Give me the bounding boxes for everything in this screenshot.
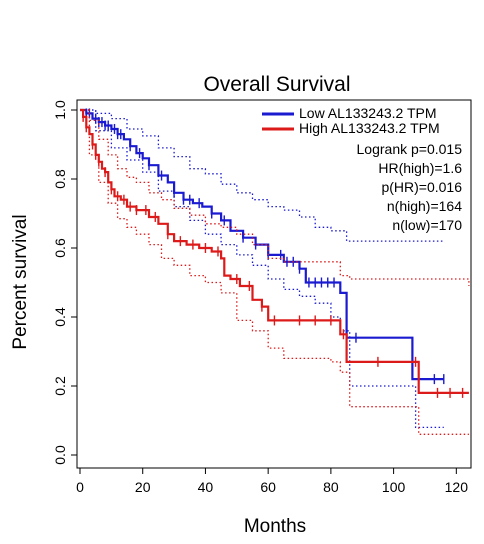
x-tick-label: 40 xyxy=(198,479,214,495)
series-1 xyxy=(80,108,470,435)
plot-frame xyxy=(76,99,472,469)
stats-line: n(high)=164 xyxy=(387,198,462,214)
x-axis-title: Months xyxy=(244,516,306,537)
x-tick-label: 0 xyxy=(76,479,84,495)
stats-line: Logrank p=0.015 xyxy=(357,141,463,157)
y-axis-title: Percent survival xyxy=(10,214,31,349)
y-tick-label: 1.0 xyxy=(52,100,68,120)
axes: 0 20 40 60 80 100 120 0.0 0.2 0.4 0.6 0.8 1.0 xyxy=(52,100,468,495)
series-ci-upper-line xyxy=(80,109,444,242)
series-survival-line xyxy=(80,108,469,394)
x-tick-label: 60 xyxy=(260,479,276,495)
x-tick-label: 80 xyxy=(323,479,339,495)
series-ci-lower-line xyxy=(80,109,469,435)
y-tick-label: 0.2 xyxy=(52,376,68,396)
x-tick-label: 100 xyxy=(382,479,406,495)
x-tick-label: 20 xyxy=(135,479,151,495)
series-layer xyxy=(80,108,470,435)
y-tick-label: 0.0 xyxy=(52,445,68,465)
stats-line: HR(high)=1.6 xyxy=(378,160,462,176)
chart-title: Overall Survival xyxy=(203,73,350,96)
stats-line: p(HR)=0.016 xyxy=(381,179,462,195)
series-survival-line xyxy=(80,108,444,381)
legend-label: Low AL133243.2 TPM xyxy=(299,105,437,121)
y-tick-label: 0.8 xyxy=(52,169,68,189)
stats-line: n(low)=170 xyxy=(392,217,462,233)
x-tick-label: 120 xyxy=(445,479,469,495)
y-tick-label: 0.4 xyxy=(52,307,68,327)
series-ci-lower-line xyxy=(80,109,444,429)
legend-label: High AL133243.2 TPM xyxy=(299,120,440,136)
y-tick-label: 0.6 xyxy=(52,238,68,258)
